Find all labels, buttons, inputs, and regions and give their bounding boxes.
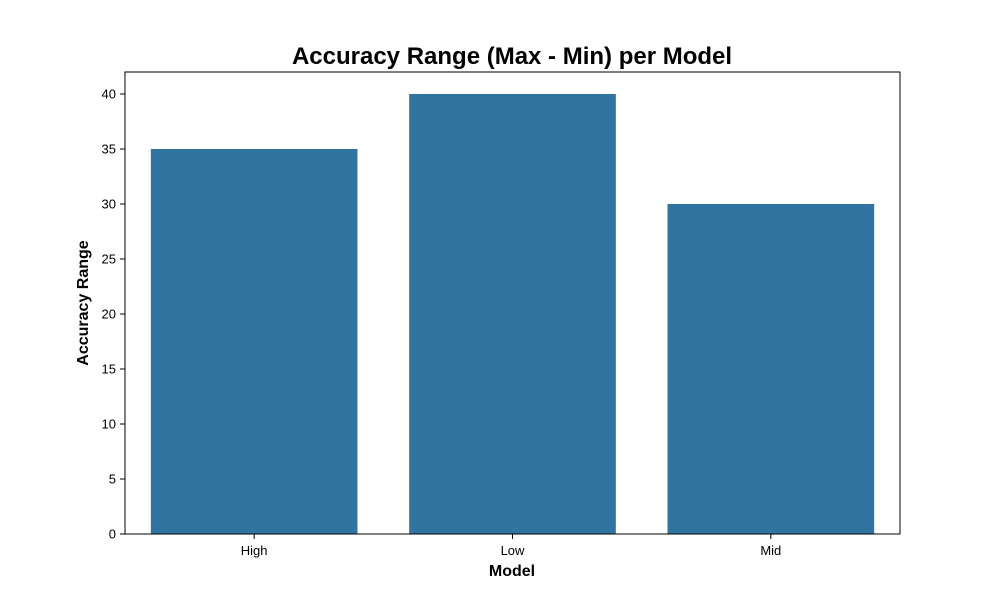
y-tick-label: 25 xyxy=(102,252,116,267)
x-axis-ticks: High Low Mid xyxy=(241,534,781,558)
bar-mid xyxy=(667,204,875,534)
x-axis-label: Model xyxy=(489,563,535,580)
bar-high xyxy=(150,149,358,534)
y-tick-label: 5 xyxy=(109,472,116,487)
y-tick-label: 10 xyxy=(102,417,116,432)
x-tick-label: Low xyxy=(501,543,525,558)
y-tick-label: 30 xyxy=(102,197,116,212)
y-tick-label: 40 xyxy=(102,87,116,102)
chart-title: Accuracy Range (Max - Min) per Model xyxy=(292,43,732,70)
y-tick-label: 15 xyxy=(102,362,116,377)
y-tick-label: 20 xyxy=(102,307,116,322)
bars-group xyxy=(150,94,875,534)
y-tick-label: 0 xyxy=(109,527,116,542)
y-axis-ticks: 0 5 10 15 20 25 30 35 40 xyxy=(102,87,125,542)
x-tick-label: High xyxy=(241,543,268,558)
x-tick-label: Mid xyxy=(760,543,781,558)
y-axis-label: Accuracy Range xyxy=(75,240,92,365)
y-tick-label: 35 xyxy=(102,142,116,157)
bar-low xyxy=(409,94,616,534)
